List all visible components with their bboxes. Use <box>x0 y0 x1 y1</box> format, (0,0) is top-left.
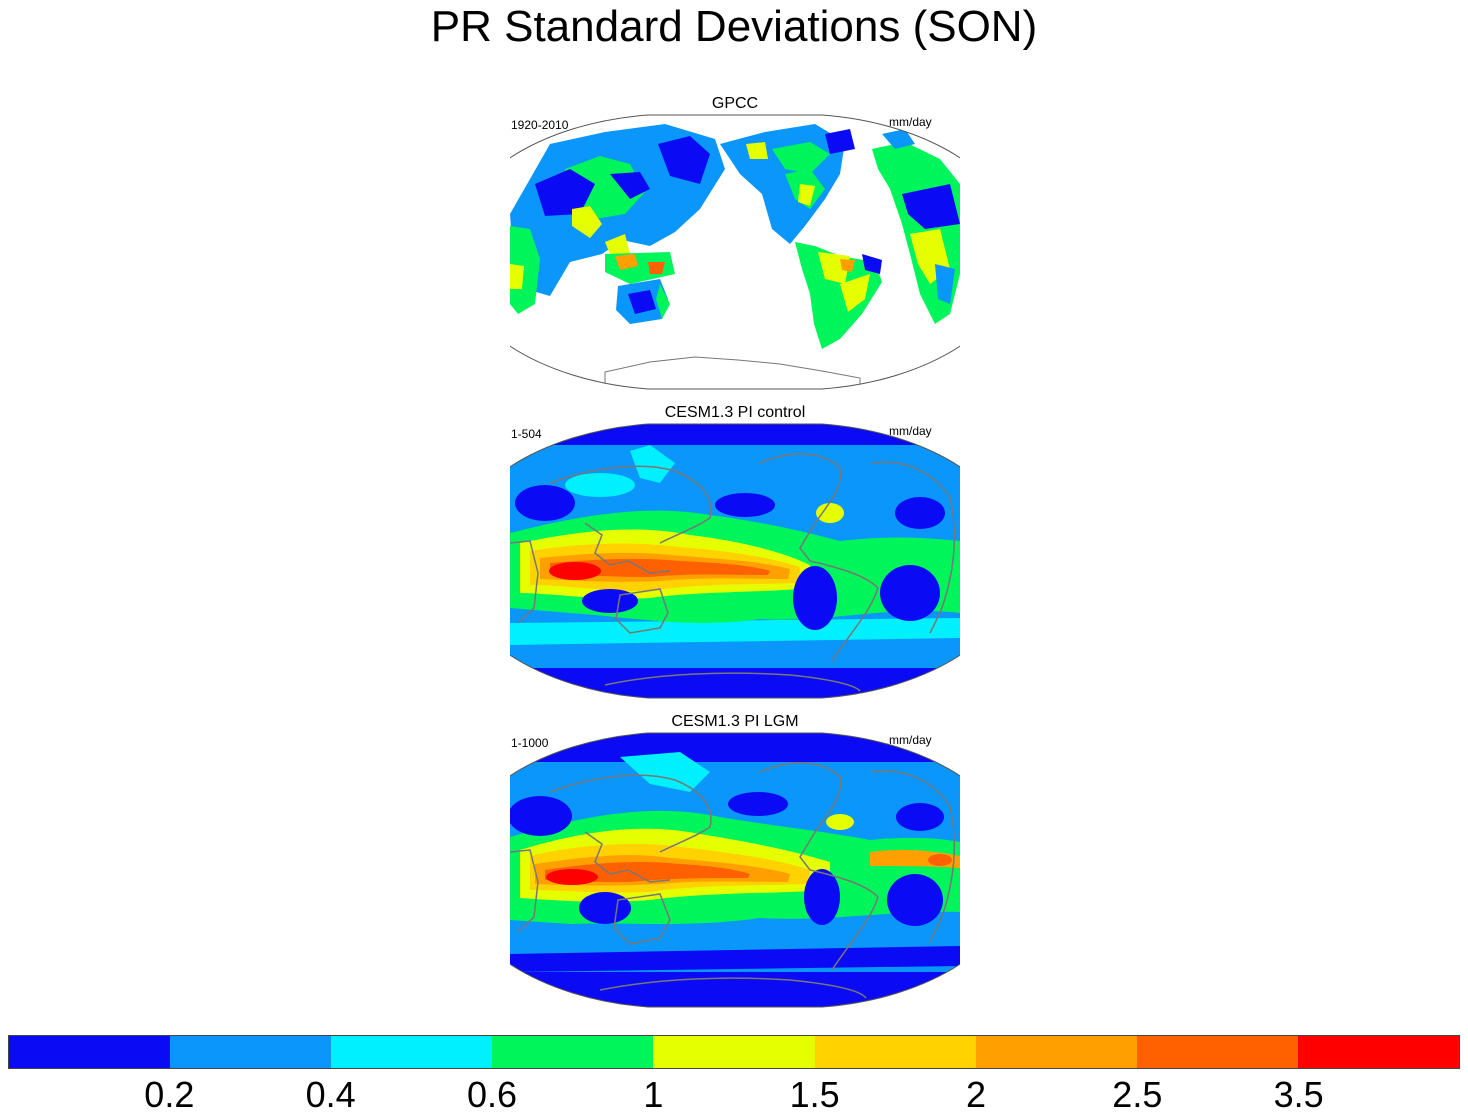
colorbar <box>8 1035 1460 1069</box>
panel-title: CESM1.3 PI LGM <box>671 713 799 730</box>
period-label: 1-504 <box>511 427 542 441</box>
units-label: mm/day <box>889 733 932 747</box>
units-label: mm/day <box>889 424 932 438</box>
colorbar-swatch <box>170 1036 332 1068</box>
colorbar-tick-label: 0.6 <box>466 1074 518 1115</box>
colorbar-tick-label: 1.5 <box>789 1074 840 1115</box>
colorbar-swatch <box>1297 1036 1459 1068</box>
colorbar-swatch <box>814 1036 976 1068</box>
colorbar-swatch <box>331 1036 493 1068</box>
panel-title: CESM1.3 PI control <box>664 404 806 421</box>
land-fields <box>510 124 960 389</box>
panel-gpcc: GPCC 1920-2010 mm/day <box>500 94 970 394</box>
map-gpcc <box>510 114 960 390</box>
precip-field <box>510 424 960 698</box>
colorbar-swatch <box>975 1036 1137 1068</box>
units-label: mm/day <box>889 115 932 129</box>
colorbar-tick-label: 2 <box>965 1074 987 1115</box>
period-label: 1920-2010 <box>511 118 569 132</box>
colorbar-tick-label: 0.2 <box>144 1074 195 1115</box>
precip-field <box>510 733 960 1007</box>
colorbar-swatch <box>492 1036 654 1068</box>
colorbar-tick-label: 0.4 <box>305 1074 356 1115</box>
panel-lgm: CESM1.3 PI LGM 1-1000 mm/day <box>500 712 970 1012</box>
colorbar-swatch <box>9 1036 171 1068</box>
colorbar-tick-label: 1 <box>643 1074 664 1115</box>
period-label: 1-1000 <box>511 736 549 750</box>
colorbar-tick-label: 2.5 <box>1112 1074 1163 1115</box>
panel-pi-control: CESM1.3 PI control 1-504 mm/day <box>500 403 970 703</box>
figure-title: PR Standard Deviations (SON) <box>430 2 1038 51</box>
coastlines <box>510 453 956 692</box>
coastlines <box>510 762 956 999</box>
colorbar-swatch <box>653 1036 815 1068</box>
colorbar-tick-label: 3.5 <box>1273 1074 1324 1115</box>
map-pi-control <box>510 423 960 699</box>
panel-title: GPCC <box>711 95 759 112</box>
colorbar-swatch <box>1136 1036 1298 1068</box>
map-lgm <box>510 732 960 1008</box>
